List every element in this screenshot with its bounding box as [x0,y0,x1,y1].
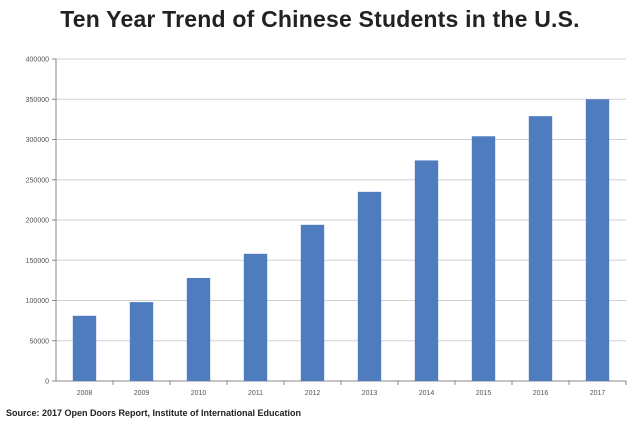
bar-2015 [471,136,496,381]
y-tick-label: 0 [45,379,49,386]
bar-2008 [72,315,97,381]
y-tick-label: 200000 [26,218,49,225]
y-tick-labels: 0 50000 100000 150000 200000 250000 300000 3500… [26,57,49,386]
x-tick-label: 2017 [590,390,606,397]
source-note: Source: 2017 Open Doors Report, Institut… [6,408,302,418]
y-tick-label: 150000 [26,258,49,265]
bar-2016 [528,116,553,381]
y-tick-label: 300000 [26,137,49,144]
y-tick-label: 100000 [26,298,49,305]
chart-title: Ten Year Trend of Chinese Students in th… [60,6,580,32]
bar-2011 [243,253,268,381]
y-tick-label: 350000 [26,97,49,104]
x-tick-label: 2010 [191,390,207,397]
bar-2017 [585,99,610,381]
x-tick-label: 2008 [77,390,93,397]
x-tick-label: 2016 [533,390,549,397]
x-tick-label: 2014 [419,390,435,397]
y-tick-label: 400000 [26,57,49,64]
bars [72,99,610,381]
x-tick-label: 2009 [134,390,150,397]
x-tick-label: 2012 [305,390,321,397]
bar-2012 [300,224,325,381]
bar-2009 [129,302,154,381]
bar-2013 [357,191,382,381]
bar-2014 [414,160,439,381]
y-tick-label: 250000 [26,177,49,184]
y-tick-label: 50000 [30,338,50,345]
x-tick-labels: 2008 2009 2010 2011 2012 2013 2014 2015 2016 2017 [77,390,606,397]
x-tick-label: 2015 [476,390,492,397]
x-tick-label: 2013 [362,390,378,397]
x-tick-label: 2011 [248,390,263,397]
bar-2010 [186,277,211,381]
